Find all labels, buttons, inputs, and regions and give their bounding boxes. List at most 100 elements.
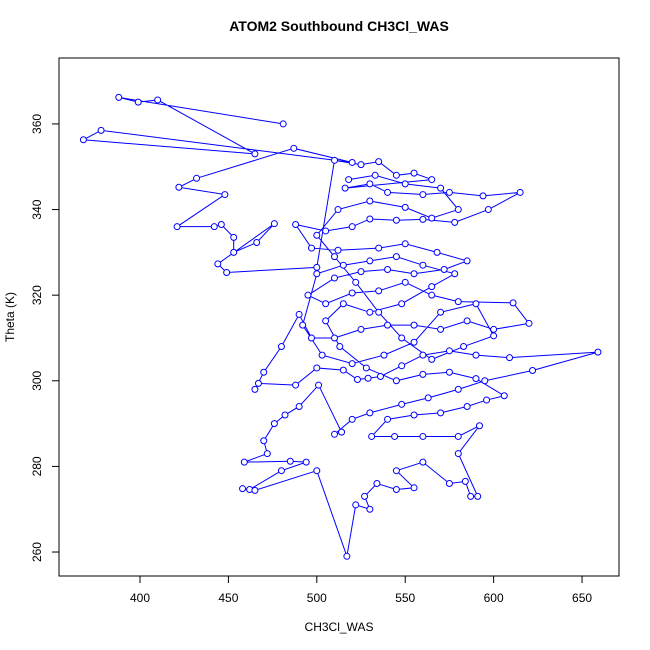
data-point	[445, 347, 453, 355]
data-point	[392, 486, 400, 494]
data-point	[330, 274, 338, 282]
data-point	[440, 265, 448, 273]
data-point	[313, 263, 321, 271]
data-point	[322, 300, 330, 308]
data-point	[445, 480, 453, 488]
data-point	[281, 411, 289, 419]
data-point	[254, 379, 262, 387]
data-point	[175, 183, 183, 191]
data-point	[375, 158, 383, 166]
data-point	[251, 486, 259, 494]
x-tick-label: 500	[307, 591, 327, 605]
data-point	[330, 253, 338, 261]
data-point	[217, 221, 225, 229]
data-point	[428, 291, 436, 299]
y-tick-label: 320	[30, 285, 44, 305]
data-point	[313, 364, 321, 372]
data-point	[392, 253, 400, 261]
data-point	[509, 299, 517, 307]
data-point	[467, 492, 475, 500]
x-tick-label: 600	[484, 591, 504, 605]
data-point	[384, 321, 392, 329]
data-point	[454, 450, 462, 458]
data-point	[401, 240, 409, 248]
data-point	[375, 244, 383, 252]
data-point	[277, 343, 285, 351]
data-point	[472, 351, 480, 359]
x-tick-label: 550	[395, 591, 415, 605]
data-point	[516, 188, 524, 196]
data-point	[134, 98, 142, 106]
data-point	[352, 278, 360, 286]
data-point	[428, 283, 436, 291]
data-point	[373, 480, 381, 488]
data-point	[364, 374, 372, 382]
data-point	[210, 223, 218, 231]
data-point	[437, 409, 445, 417]
data-point	[239, 485, 247, 493]
data-point	[376, 373, 384, 381]
x-axis-label: CH3Cl_WAS	[305, 620, 374, 634]
data-point	[286, 457, 294, 465]
data-point	[251, 150, 259, 158]
data-point	[433, 248, 441, 256]
data-point	[454, 385, 462, 393]
chart-title: ATOM2 Southbound CH3Cl_WAS	[229, 18, 449, 34]
data-point	[330, 156, 338, 164]
x-tick-label: 650	[572, 591, 592, 605]
data-point	[338, 428, 346, 436]
data-point	[295, 310, 303, 318]
data-point	[302, 458, 310, 466]
data-point	[380, 351, 388, 359]
data-point	[410, 338, 418, 346]
data-point	[357, 325, 365, 333]
data-point	[451, 270, 459, 278]
data-point	[240, 458, 248, 466]
data-point	[366, 180, 374, 188]
data-point	[313, 270, 321, 278]
data-point	[392, 377, 400, 385]
data-point	[479, 192, 487, 200]
data-point	[384, 415, 392, 423]
data-point	[366, 505, 374, 513]
data-point	[279, 120, 287, 128]
data-point	[410, 411, 418, 419]
y-tick-label: 340	[30, 199, 44, 219]
data-point	[336, 343, 344, 351]
data-point	[500, 392, 508, 400]
data-point	[490, 332, 498, 340]
data-point	[277, 467, 285, 475]
data-point	[357, 268, 365, 276]
data-point	[193, 174, 201, 182]
data-point	[384, 188, 392, 196]
data-point	[357, 161, 365, 169]
data-point	[472, 375, 480, 383]
data-point	[384, 265, 392, 273]
data-point	[154, 96, 162, 104]
data-point	[79, 136, 87, 144]
data-point	[292, 221, 300, 229]
data-point	[348, 158, 356, 166]
data-point	[345, 176, 353, 184]
data-point	[437, 308, 445, 316]
data-point	[315, 381, 323, 389]
data-point	[463, 402, 471, 410]
data-point	[594, 348, 602, 356]
data-point	[419, 261, 427, 269]
data-point	[410, 484, 418, 492]
data-point	[115, 93, 123, 101]
data-point	[419, 432, 427, 440]
data-point	[260, 437, 268, 445]
data-point	[339, 261, 347, 269]
data-point	[304, 291, 312, 299]
data-point	[223, 268, 231, 276]
data-point	[339, 300, 347, 308]
data-point	[318, 351, 326, 359]
y-tick-label: 300	[30, 370, 44, 390]
data-point	[348, 289, 356, 297]
data-point	[353, 376, 361, 384]
data-point	[445, 368, 453, 376]
data-point	[391, 432, 399, 440]
data-point	[341, 184, 349, 192]
data-point	[463, 257, 471, 265]
